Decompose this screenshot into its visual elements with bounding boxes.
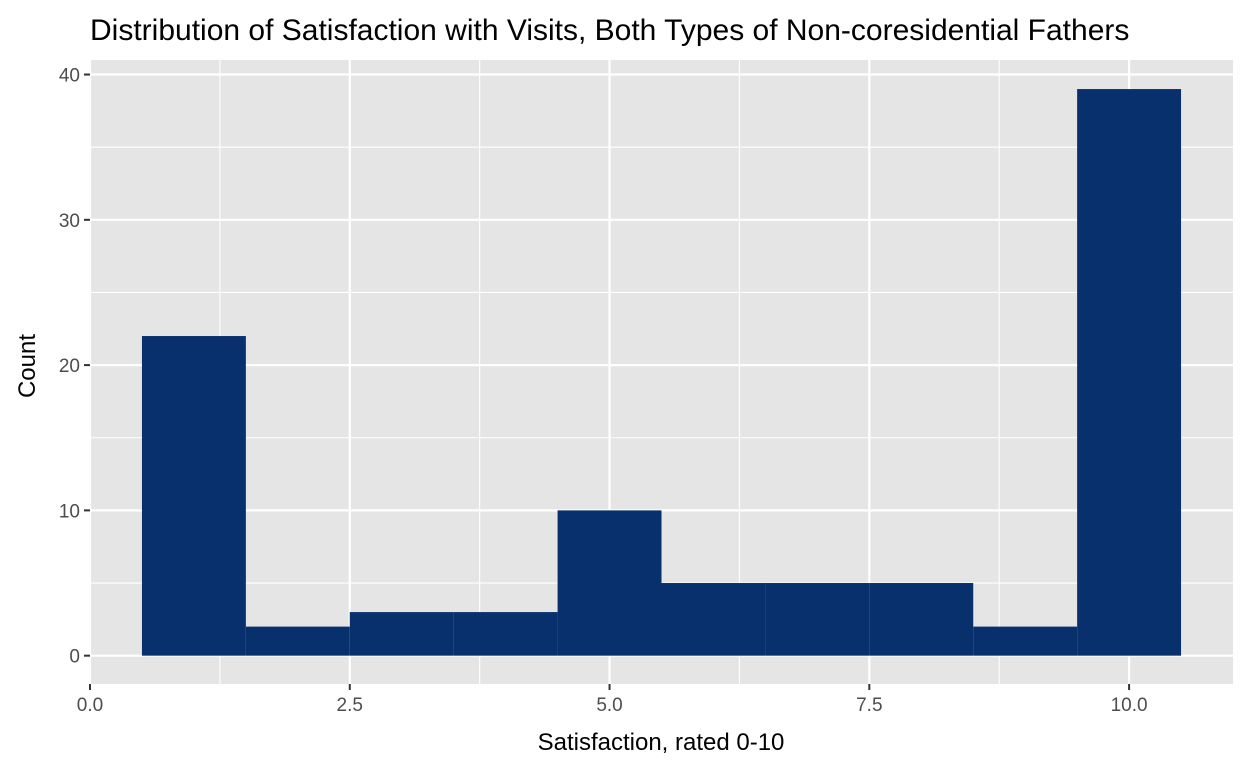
histogram-bar bbox=[349, 612, 454, 656]
x-axis-title: Satisfaction, rated 0-10 bbox=[538, 729, 785, 756]
x-tick-label: 5.0 bbox=[596, 695, 622, 716]
histogram-bar bbox=[765, 583, 870, 656]
y-tick-label: 30 bbox=[59, 211, 80, 232]
histogram-bar bbox=[245, 626, 350, 656]
x-tick-label: 0.0 bbox=[77, 695, 103, 716]
histogram-bar bbox=[453, 612, 558, 656]
y-tick-label: 20 bbox=[59, 356, 80, 377]
y-tick-label: 10 bbox=[59, 501, 80, 522]
x-tick-label: 2.5 bbox=[337, 695, 363, 716]
y-tick-label: 40 bbox=[59, 66, 80, 87]
minor-gridlines bbox=[90, 60, 1233, 684]
x-axis: 0.0 2.5 5.0 7.5 10.0 bbox=[77, 684, 1148, 716]
histogram-bar bbox=[661, 583, 766, 656]
y-axis: 0 10 20 30 40 bbox=[59, 66, 90, 668]
histogram-bar bbox=[141, 336, 246, 656]
histogram-bar bbox=[557, 510, 662, 656]
x-tick-label: 7.5 bbox=[856, 695, 882, 716]
y-axis-title: Count bbox=[14, 334, 41, 398]
bars bbox=[141, 89, 1182, 656]
x-tick-label: 10.0 bbox=[1111, 695, 1148, 716]
chart-title: Distribution of Satisfaction with Visits… bbox=[90, 14, 1129, 47]
histogram-bar bbox=[869, 583, 974, 656]
histogram-bar bbox=[973, 626, 1078, 656]
y-tick-label: 0 bbox=[69, 647, 80, 668]
histogram-bar bbox=[1077, 89, 1182, 656]
